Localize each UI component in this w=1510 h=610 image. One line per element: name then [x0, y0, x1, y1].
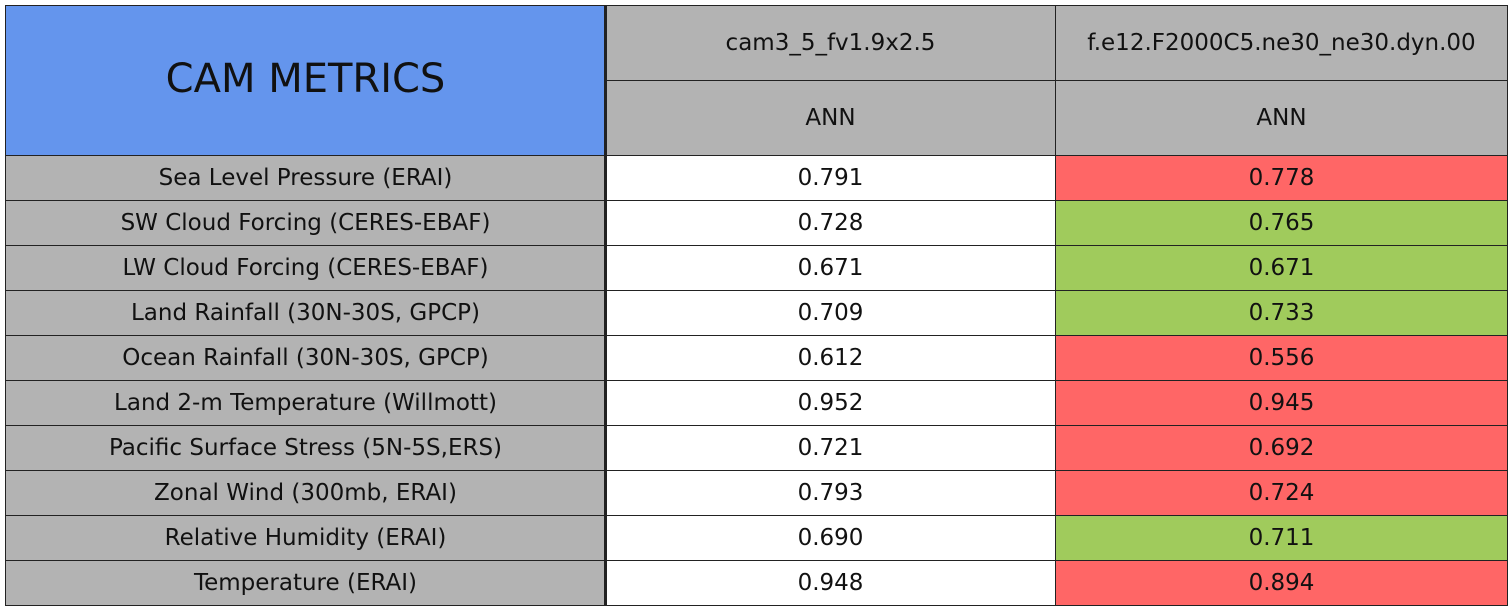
- row-label: Zonal Wind (300mb, ERAI): [5, 470, 606, 516]
- metric-value: 0.894: [1055, 560, 1508, 606]
- metric-value: 0.671: [1055, 245, 1508, 291]
- metric-value: 0.711: [1055, 515, 1508, 561]
- row-label: Temperature (ERAI): [5, 560, 606, 606]
- row-label: Sea Level Pressure (ERAI): [5, 155, 606, 201]
- metric-value: 0.671: [605, 245, 1056, 291]
- metric-value: 0.791: [605, 155, 1056, 201]
- row-label: LW Cloud Forcing (CERES-EBAF): [5, 245, 606, 291]
- column-name: cam3_5_fv1.9x2.5: [605, 5, 1056, 81]
- metric-value: 0.724: [1055, 470, 1508, 516]
- row-label: Pacific Surface Stress (5N-5S,ERS): [5, 425, 606, 471]
- row-label: Land 2-m Temperature (Willmott): [5, 380, 606, 426]
- metric-value: 0.945: [1055, 380, 1508, 426]
- row-label: Relative Humidity (ERAI): [5, 515, 606, 561]
- row-label: Land Rainfall (30N-30S, GPCP): [5, 290, 606, 336]
- metric-value: 0.778: [1055, 155, 1508, 201]
- metric-value: 0.721: [605, 425, 1056, 471]
- metric-value: 0.728: [605, 200, 1056, 246]
- table-title: CAM METRICS: [5, 5, 606, 156]
- column-season: ANN: [1055, 80, 1508, 156]
- metric-value: 0.612: [605, 335, 1056, 381]
- metric-value: 0.692: [1055, 425, 1508, 471]
- metric-value: 0.948: [605, 560, 1056, 606]
- divider: [604, 5, 607, 606]
- metric-value: 0.793: [605, 470, 1056, 516]
- column-name: f.e12.F2000C5.ne30_ne30.dyn.00: [1055, 5, 1508, 81]
- metric-value: 0.765: [1055, 200, 1508, 246]
- metric-value: 0.556: [1055, 335, 1508, 381]
- row-label: SW Cloud Forcing (CERES-EBAF): [5, 200, 606, 246]
- column-season: ANN: [605, 80, 1056, 156]
- row-label: Ocean Rainfall (30N-30S, GPCP): [5, 335, 606, 381]
- metric-value: 0.733: [1055, 290, 1508, 336]
- metric-value: 0.952: [605, 380, 1056, 426]
- metric-value: 0.709: [605, 290, 1056, 336]
- metric-value: 0.690: [605, 515, 1056, 561]
